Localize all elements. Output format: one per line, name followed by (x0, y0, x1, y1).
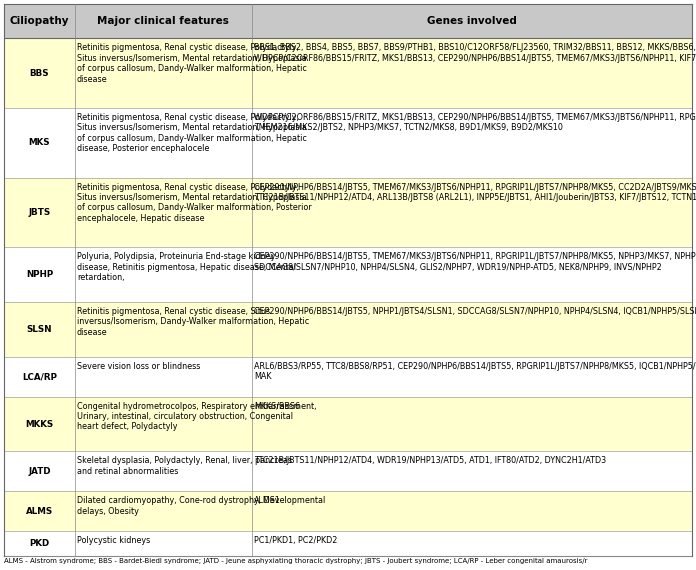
Text: Congenital hydrometrocolpos, Respiratory embarrassment,
Urinary, intestinal, cir: Congenital hydrometrocolpos, Respiratory… (77, 402, 316, 431)
Text: JBTS: JBTS (29, 208, 51, 217)
Bar (4, 247, 692, 302)
Text: Dilated cardiomyopathy, Cone-rod dystrophy, Developmental
delays, Obesity: Dilated cardiomyopathy, Cone-rod dystrop… (77, 496, 325, 516)
Text: Severe vision loss or blindness: Severe vision loss or blindness (77, 362, 200, 371)
Text: Retinitis pigmentosa, Renal cystic disease, Polydactyly,
Situs inversus/Isomeris: Retinitis pigmentosa, Renal cystic disea… (77, 182, 312, 223)
Text: ARL6/BBS3/RP55, TTC8/BBS8/RP51, CEP290/NPHP6/BBS14/JBTS5, RPGRIP1L/JBTS7/NPHP8/M: ARL6/BBS3/RP55, TTC8/BBS8/RP51, CEP290/N… (254, 362, 696, 381)
Text: CEP290/NPHP6/BBS14/JBTS5, NPHP1/JBTS4/SLSN1, SDCCAG8/SLSN7/NPHP10, NPHP4/SLSN4, : CEP290/NPHP6/BBS14/JBTS5, NPHP1/JBTS4/SL… (254, 307, 696, 316)
Text: ALMS: ALMS (26, 507, 53, 516)
Text: Skeletal dysplasia, Polydactyly, Renal, liver, pancreas
and retinal abnormalitie: Skeletal dysplasia, Polydactyly, Renal, … (77, 457, 292, 476)
Text: Genes involved: Genes involved (427, 16, 517, 26)
Bar (4, 451, 692, 491)
Text: BBS: BBS (30, 68, 49, 78)
Text: SLSN: SLSN (26, 325, 52, 334)
Bar (4, 531, 692, 556)
Bar (4, 491, 692, 531)
Text: Retinitis pigmentosa, Renal cystic disease, Polydactyly,
Situs inversus/Isomeris: Retinitis pigmentosa, Renal cystic disea… (77, 113, 307, 153)
Text: LCA/RP: LCA/RP (22, 372, 57, 381)
Text: PKD: PKD (29, 539, 49, 548)
Bar (4, 302, 692, 357)
Text: MKKS/BBS6: MKKS/BBS6 (254, 402, 300, 410)
Text: Retinitis pigmentosa, Renal cystic disease, Situs
inversus/Isomerism, Dandy-Walk: Retinitis pigmentosa, Renal cystic disea… (77, 307, 309, 337)
Text: BBS1, BBS2, BBS4, BBS5, BBS7, BBS9/PTHB1, BBS10/C12ORF58/FLJ23560, TRIM32/BBS11,: BBS1, BBS2, BBS4, BBS5, BBS7, BBS9/PTHB1… (254, 43, 696, 63)
Bar (4, 4, 692, 38)
Text: WDPCP/C2ORF86/BBS15/FRITZ, MKS1/BBS13, CEP290/NPHP6/BBS14/JBTS5, TMEM67/MKS3/JBT: WDPCP/C2ORF86/BBS15/FRITZ, MKS1/BBS13, C… (254, 113, 696, 132)
Text: MKKS: MKKS (25, 420, 54, 429)
Text: Polycystic kidneys: Polycystic kidneys (77, 536, 150, 545)
Bar (4, 397, 692, 451)
Text: Retinitis pigmentosa, Renal cystic disease, Polydactyly,
Situs inversus/Isomeris: Retinitis pigmentosa, Renal cystic disea… (77, 43, 307, 84)
Bar (4, 108, 692, 178)
Text: ALMS - Alstrom syndrome; BBS - Bardet-Biedl syndrome; JATD - Jeune asphyxiating : ALMS - Alstrom syndrome; BBS - Bardet-Bi… (4, 558, 587, 564)
Text: CEP290/NPHP6/BBS14/JBTS5, TMEM67/MKS3/JBTS6/NPHP11, RPGRIP1L/JBTS7/NPHP8/MKS5, N: CEP290/NPHP6/BBS14/JBTS5, TMEM67/MKS3/JB… (254, 253, 696, 272)
Text: TTC21B/JBTS11/NPHP12/ATD4, WDR19/NPHP13/ATD5, ATD1, IFT80/ATD2, DYNC2H1/ATD3: TTC21B/JBTS11/NPHP12/ATD4, WDR19/NPHP13/… (254, 457, 606, 466)
Text: NPHP: NPHP (26, 270, 53, 279)
Text: PC1/PKD1, PC2/PKD2: PC1/PKD1, PC2/PKD2 (254, 536, 338, 545)
Text: JATD: JATD (28, 467, 51, 476)
Bar (4, 357, 692, 397)
Bar (4, 38, 692, 108)
Text: Ciliopathy: Ciliopathy (10, 16, 69, 26)
Text: MKS: MKS (29, 139, 50, 147)
Text: Major clinical features: Major clinical features (97, 16, 229, 26)
Text: Polyuria, Polydipsia, Proteinuria End-stage kidney
disease, Retinitis pigmentosa: Polyuria, Polydipsia, Proteinuria End-st… (77, 253, 296, 282)
Text: CEP290/NPHP6/BBS14/JBTS5, TMEM67/MKS3/JBTS6/NPHP11, RPGRIP1L/JBTS7/NPHP8/MKS5, C: CEP290/NPHP6/BBS14/JBTS5, TMEM67/MKS3/JB… (254, 182, 696, 202)
Bar (4, 178, 692, 247)
Text: ALMS1: ALMS1 (254, 496, 280, 505)
